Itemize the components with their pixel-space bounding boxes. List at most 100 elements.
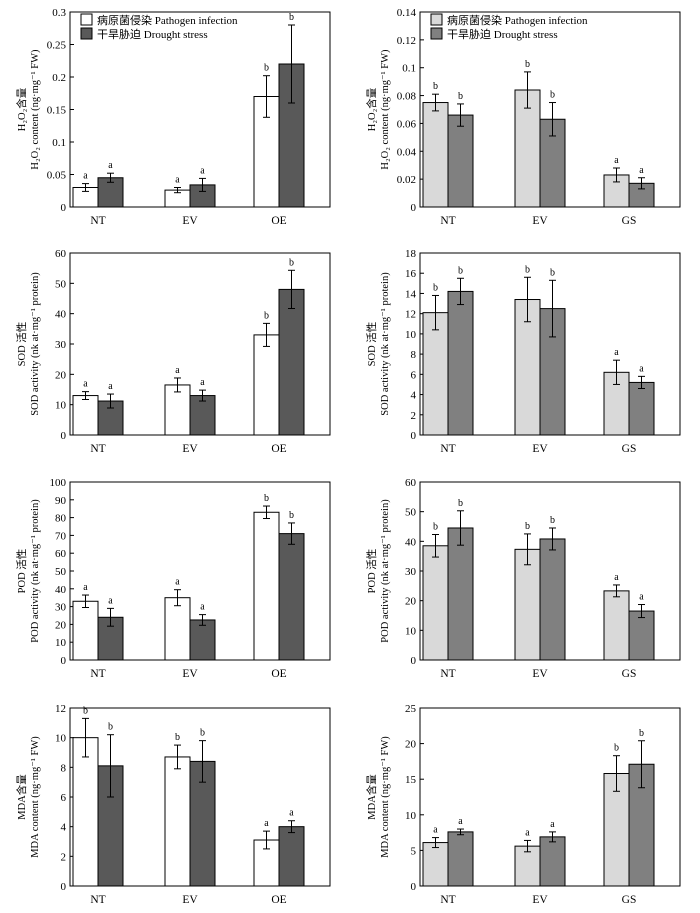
pod-right-y-tick-label: 60 — [405, 477, 417, 489]
sod-left-y-tick-label: 0 — [61, 430, 67, 442]
pod-left-y-tick-label: 30 — [55, 602, 67, 614]
sod-left-category-label: OE — [271, 443, 286, 455]
pod-left-significance-label: a — [83, 582, 88, 593]
mda-right-bar — [603, 773, 630, 887]
sod-left-significance-label: a — [200, 377, 205, 388]
sod-right-bar — [447, 290, 474, 436]
h2o2-left-y-tick-label: 0.3 — [52, 7, 66, 19]
mda-left-significance-label: b — [175, 732, 180, 743]
mda-right-y-tick-label: 15 — [405, 774, 417, 786]
pod-left-y-tick-label: 40 — [55, 584, 67, 596]
h2o2-left-y-tick-label: 0.05 — [47, 170, 67, 182]
h2o2-right-y-tick-label: 0 — [411, 202, 417, 214]
sod-left-bar — [72, 395, 99, 436]
h2o2-right-panel: 0 0.02 0.04 0.06 0.08 0.1 0.12 0.14 H₂O₂含量 H₂O₂ c… — [365, 7, 681, 227]
sod-right-y-tick-label: 16 — [405, 268, 417, 280]
mda-right-significance-label: b — [639, 728, 644, 739]
mda-right-ylabel-en: MDA content (ng·mg⁻¹ FW) — [380, 736, 391, 858]
mda-left-category-label: OE — [271, 894, 286, 906]
h2o2-right-ylabel-cn: H₂O₂含量 — [365, 87, 378, 131]
sod-right-significance-label: a — [614, 347, 619, 358]
h2o2-left-y-tick-label: 0.2 — [52, 72, 66, 84]
sod-left-y-tick-label: 60 — [55, 248, 67, 260]
pod-right-category-label: EV — [532, 668, 548, 680]
pod-left-bar — [253, 511, 280, 661]
h2o2-left-y-tick-label: 0 — [61, 202, 67, 214]
mda-right-significance-label: b — [614, 743, 619, 754]
sod-right-bar — [628, 381, 655, 436]
sod-left-category-label: EV — [182, 443, 198, 455]
sod-left-ylabel-cn: SOD 活性 — [15, 322, 28, 367]
pod-right-ylabel-en: POD activity (nk at·mg⁻¹ protein) — [380, 499, 391, 643]
pod-left-bar — [72, 600, 99, 661]
h2o2-right-bar — [447, 114, 474, 208]
pod-left-y-tick-label: 80 — [55, 513, 67, 525]
h2o2-right-bar — [422, 102, 449, 208]
mda-right-panel: 0 5 10 15 20 25 MDA含量 MDA content (ng·mg⁻¹ FW) N… — [365, 703, 681, 906]
sod-left-y-tick-label: 40 — [55, 309, 67, 321]
sod-left-significance-label: a — [175, 365, 180, 376]
mda-right-y-tick-label: 5 — [411, 845, 417, 857]
h2o2-right-y-tick-label: 0.08 — [397, 91, 417, 103]
mda-left-y-tick-label: 2 — [61, 851, 67, 863]
sod-left-bar — [164, 384, 191, 436]
pod-left-y-tick-label: 100 — [50, 477, 67, 489]
mda-right-significance-label: a — [458, 816, 463, 827]
sod-left-ylabel-en: SOD activity (nk at·mg⁻¹ protein) — [30, 272, 41, 416]
h2o2-right-y-tick-label: 0.14 — [397, 7, 417, 19]
pod-left-significance-label: a — [108, 595, 113, 606]
h2o2-left-category-label: EV — [182, 215, 198, 227]
mda-right-y-tick-label: 10 — [405, 810, 417, 822]
pod-left-y-tick-label: 0 — [61, 655, 67, 667]
sod-right-y-tick-label: 2 — [411, 410, 417, 422]
pod-right-significance-label: a — [614, 572, 619, 583]
h2o2-left-y-tick-label: 0.1 — [52, 137, 66, 149]
sod-right-y-tick-label: 4 — [411, 390, 417, 402]
h2o2-right-significance-label: a — [614, 155, 619, 166]
mda-left-bar — [164, 756, 191, 887]
h2o2-left-panel: 0 0.05 0.1 0.15 0.2 0.25 0.3 H₂O₂含量 H₂O₂ content… — [15, 7, 331, 227]
pod-left-y-tick-label: 60 — [55, 548, 67, 560]
pod-right-category-label: GS — [622, 668, 637, 680]
h2o2-left-significance-label: b — [289, 12, 294, 23]
mda-right-y-tick-label: 0 — [411, 881, 417, 893]
mda-left-significance-label: b — [108, 722, 113, 733]
mda-left-category-label: NT — [90, 894, 105, 906]
sod-left-y-tick-label: 50 — [55, 278, 67, 290]
mda-right-y-tick-label: 20 — [405, 739, 417, 751]
mda-left-bar — [278, 826, 305, 887]
mda-right-category-label: NT — [440, 894, 455, 906]
mda-left-significance-label: a — [264, 818, 269, 829]
sod-right-y-tick-label: 14 — [405, 288, 417, 300]
sod-left-y-tick-label: 10 — [55, 400, 67, 412]
h2o2-right-category-label: EV — [532, 215, 548, 227]
pod-right-y-tick-label: 20 — [405, 596, 417, 608]
sod-left-significance-label: a — [108, 381, 113, 392]
mda-right-y-tick-label: 25 — [405, 703, 417, 715]
pod-right-significance-label: a — [639, 592, 644, 603]
mda-left-y-tick-label: 0 — [61, 881, 67, 893]
h2o2-right-bar — [514, 89, 541, 208]
pod-left-y-tick-label: 90 — [55, 495, 67, 507]
h2o2-left-significance-label: a — [108, 160, 113, 171]
pod-left-ylabel-cn: POD 活性 — [15, 549, 28, 594]
mda-right-category-label: EV — [532, 894, 548, 906]
sod-right-bar — [422, 312, 449, 436]
mda-right-bar — [422, 842, 449, 887]
mda-left-ylabel-cn: MDA含量 — [15, 774, 28, 820]
mda-right-category-label: GS — [622, 894, 637, 906]
sod-right-y-tick-label: 10 — [405, 329, 417, 341]
mda-left-bar — [72, 737, 99, 887]
h2o2-left-ylabel-cn: H₂O₂含量 — [15, 87, 28, 131]
sod-right-significance-label: b — [550, 267, 555, 278]
pod-left-category-label: NT — [90, 668, 105, 680]
sod-right-ylabel-en: SOD activity (nk at·mg⁻¹ protein) — [380, 272, 391, 416]
pod-right-significance-label: b — [525, 521, 530, 532]
h2o2-left-ylabel-en: H₂O₂ content (ng·mg⁻¹ FW) — [30, 49, 41, 170]
h2o2-left-legend-swatch-drought — [80, 27, 93, 40]
h2o2-right-significance-label: b — [525, 59, 530, 70]
pod-left-significance-label: a — [175, 577, 180, 588]
h2o2-left-significance-label: a — [200, 165, 205, 176]
pod-left-category-label: EV — [182, 668, 198, 680]
